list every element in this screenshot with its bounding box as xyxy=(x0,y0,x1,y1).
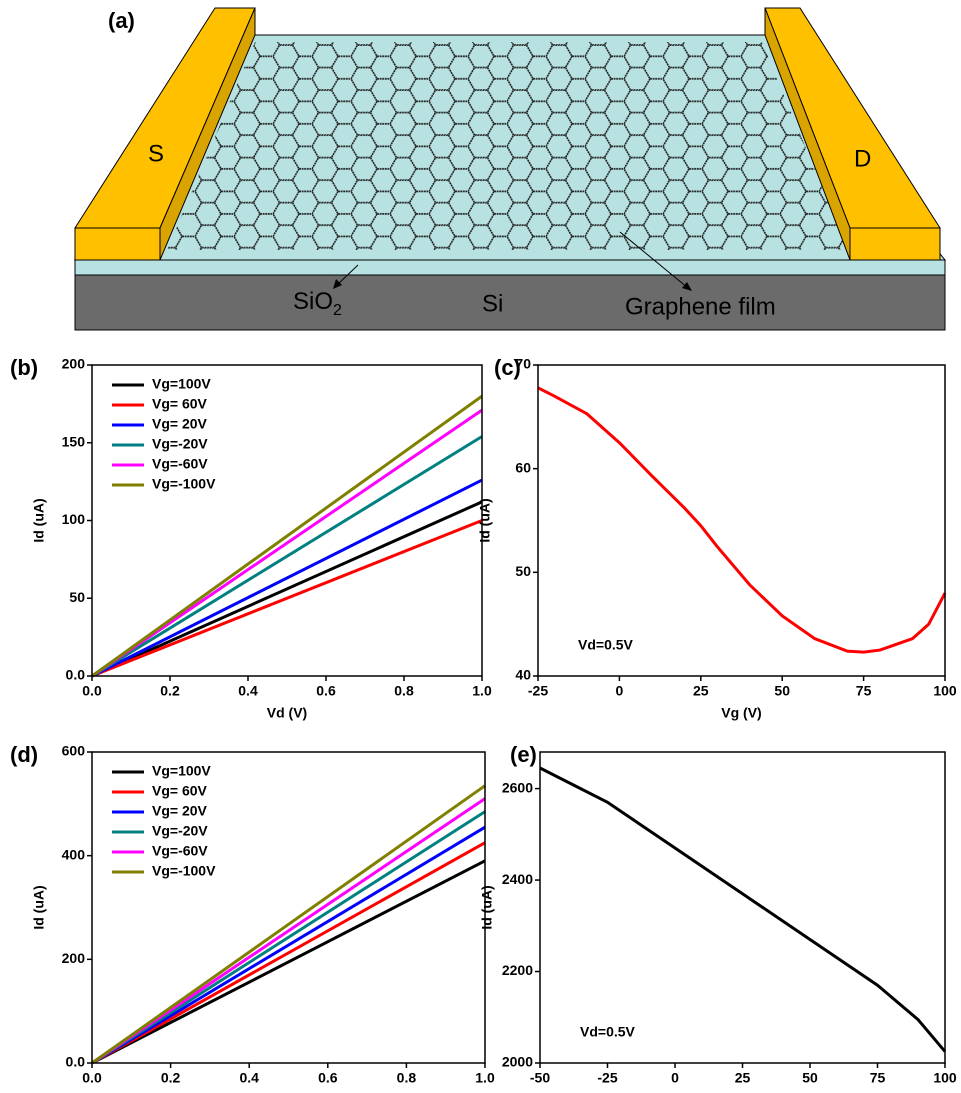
y-axis-label: Id (uA) xyxy=(479,885,495,929)
y-axis-label: Id (uA) xyxy=(477,498,493,542)
x-tick-label: 0 xyxy=(616,683,624,699)
data-line xyxy=(92,827,485,1063)
drain-label: D xyxy=(854,145,871,172)
y-tick-label: 100 xyxy=(62,511,86,527)
sio2-front xyxy=(75,260,945,275)
data-line xyxy=(92,786,485,1063)
x-tick-label: -50 xyxy=(530,1070,550,1086)
x-tick-label: 50 xyxy=(802,1070,818,1086)
legend-label: Vg=-20V xyxy=(152,823,208,839)
x-axis-label: Vg (V) xyxy=(721,705,761,721)
x-tick-label: 0 xyxy=(671,1070,679,1086)
data-line xyxy=(92,502,482,676)
x-tick-label: 1.0 xyxy=(475,1070,495,1086)
legend-label: Vg=-60V xyxy=(152,843,208,859)
x-tick-label: 100 xyxy=(933,683,957,699)
x-tick-label: 0.6 xyxy=(318,1070,338,1086)
x-tick-label: 0.4 xyxy=(238,683,258,699)
graphene-film xyxy=(167,42,848,250)
drain-front xyxy=(850,228,940,260)
y-axis-label: Id (uA) xyxy=(31,885,47,929)
y-tick-label: 60 xyxy=(515,459,531,475)
x-tick-label: -25 xyxy=(528,683,548,699)
legend-label: Vg=-100V xyxy=(152,863,216,879)
si-label: Si xyxy=(482,290,503,317)
si-substrate xyxy=(75,275,945,330)
panel-label: (e) xyxy=(510,742,537,767)
source-label: S xyxy=(148,140,164,167)
source-front xyxy=(75,228,160,260)
x-tick-label: 0.2 xyxy=(161,1070,181,1086)
x-tick-label: 1.0 xyxy=(472,683,492,699)
data-line xyxy=(92,843,485,1063)
data-line xyxy=(92,812,485,1063)
data-line xyxy=(92,799,485,1063)
data-line xyxy=(540,768,945,1052)
x-tick-label: 0.8 xyxy=(394,683,414,699)
x-tick-label: 0.0 xyxy=(82,683,102,699)
y-tick-label: 40 xyxy=(515,667,531,683)
x-tick-label: 50 xyxy=(774,683,790,699)
y-tick-label: 0.0 xyxy=(66,1054,86,1070)
x-tick-label: 0.4 xyxy=(239,1070,259,1086)
y-tick-label: 2600 xyxy=(502,779,533,795)
x-tick-label: 25 xyxy=(693,683,709,699)
x-tick-label: 100 xyxy=(933,1070,957,1086)
legend-label: Vg=100V xyxy=(152,763,211,779)
sio2-text: SiO xyxy=(293,288,333,315)
x-tick-label: -25 xyxy=(597,1070,617,1086)
y-tick-label: 0.0 xyxy=(66,667,86,683)
x-tick-label: 75 xyxy=(870,1070,886,1086)
x-tick-label: 0.2 xyxy=(160,683,180,699)
data-line xyxy=(538,388,945,652)
y-tick-label: 200 xyxy=(62,356,86,372)
legend-label: Vg=-20V xyxy=(152,436,208,452)
x-tick-label: 0.8 xyxy=(397,1070,417,1086)
y-tick-label: 600 xyxy=(62,743,86,759)
data-line xyxy=(92,437,482,676)
chart: (e)-50-2502550751002000220024002600Vg (V… xyxy=(479,742,957,1093)
y-tick-label: 2400 xyxy=(502,871,533,887)
figure: (a) S D SiO2 Si Graphene film (b) 0.0 0.2 0… xyxy=(0,0,961,1093)
panel-label: (d) xyxy=(10,742,38,767)
data-line xyxy=(92,861,485,1063)
y-tick-label: 200 xyxy=(62,950,86,966)
annotation: Vd=0.5V xyxy=(578,637,634,653)
legend-label: Vg= 20V xyxy=(152,803,208,819)
legend-label: Vg=100V xyxy=(152,376,211,392)
device-diagram: (a) S D SiO2 Si Graphene film xyxy=(75,8,945,330)
panel-label: (b) xyxy=(10,355,38,380)
plot-frame xyxy=(92,752,485,1063)
legend-label: Vg= 60V xyxy=(152,783,208,799)
graphene-label: Graphene film xyxy=(625,293,776,320)
y-tick-label: 2000 xyxy=(502,1054,533,1070)
sio2-subscript: 2 xyxy=(333,302,342,319)
annotation: Vd=0.5V xyxy=(580,1024,636,1040)
plot-frame xyxy=(92,365,482,676)
x-tick-label: 75 xyxy=(856,683,872,699)
x-tick-label: 0.6 xyxy=(316,683,336,699)
y-tick-label: 400 xyxy=(62,846,86,862)
plot-frame xyxy=(538,365,945,676)
legend-label: Vg= 20V xyxy=(152,416,208,432)
chart: (d)0.00.20.40.60.81.00.0200400600Vd (V)I… xyxy=(10,742,495,1093)
x-tick-label: 25 xyxy=(735,1070,751,1086)
data-line xyxy=(92,480,482,676)
y-axis-label: Id (uA) xyxy=(31,498,47,542)
legend-label: Vg= 60V xyxy=(152,396,208,412)
x-axis-label: Vd (V) xyxy=(267,705,307,721)
y-tick-label: 50 xyxy=(515,563,531,579)
legend-label: Vg=-60V xyxy=(152,456,208,472)
y-tick-label: 150 xyxy=(62,433,86,449)
data-line xyxy=(92,396,482,676)
legend-label: Vg=-100V xyxy=(152,476,216,492)
y-tick-label: 2200 xyxy=(502,962,533,978)
panel-label: (a) xyxy=(108,8,135,33)
chart: (b) 0.0 0.2 0.4 0.6 0.8 1.0 0.0 50 100 150 200 Vd (V… xyxy=(10,355,492,721)
y-tick-label: 50 xyxy=(69,589,85,605)
y-tick-label: 70 xyxy=(515,356,531,372)
x-tick-label: 0.0 xyxy=(82,1070,102,1086)
